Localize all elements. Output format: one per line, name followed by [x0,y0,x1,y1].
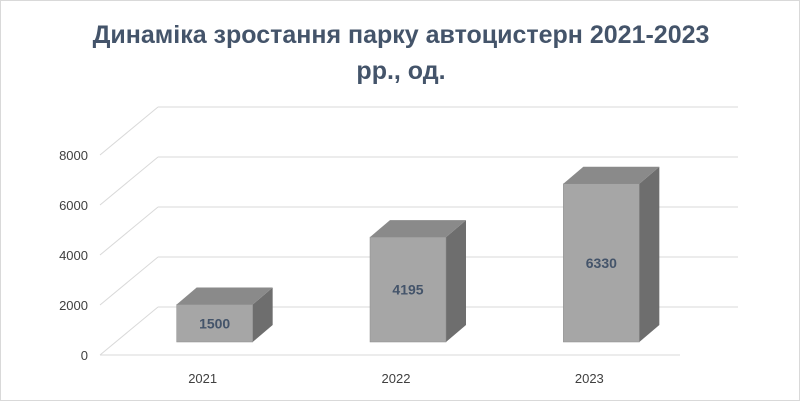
bar-top [176,287,273,305]
y-tick-label: 4000 [59,248,88,263]
bar [563,166,660,343]
chart-title: Динаміка зростання парку автоцистерн 202… [41,17,761,89]
bar-front [563,183,640,343]
y-tick-label: 2000 [59,298,88,313]
bar-front [176,304,253,343]
x-tick-label: 2021 [188,371,217,386]
gridline-side [99,156,159,206]
y-tick-label: 6000 [59,198,88,213]
y-tick-label: 0 [81,348,88,363]
bar [369,220,466,343]
data-label: 6330 [586,255,617,271]
gridline-side [99,256,159,306]
y-axis: 0 2000 4000 6000 8000 [59,148,88,363]
data-labels: 1500 4195 6330 [199,255,617,331]
bar-side [252,287,273,342]
y-tick-label: 8000 [59,148,88,163]
x-tick-label: 2023 [575,371,604,386]
x-tick-label: 2022 [382,371,411,386]
gridline-side [99,206,159,256]
gridline-side [99,306,159,356]
data-label: 4195 [392,282,423,298]
data-label: 1500 [199,315,230,331]
bar [176,287,273,343]
bars [176,166,660,343]
bar-side [446,220,466,342]
chart-title-line-1: Динаміка зростання парку автоцистерн 202… [92,21,710,49]
x-axis: 2021 2022 2023 [188,371,604,386]
bar-side [639,166,660,342]
gridline-side [99,106,159,156]
bar-top [370,220,466,238]
bar-front [369,236,447,343]
chart-title-line-2: рр., од. [356,57,446,85]
bar-top [563,166,660,184]
